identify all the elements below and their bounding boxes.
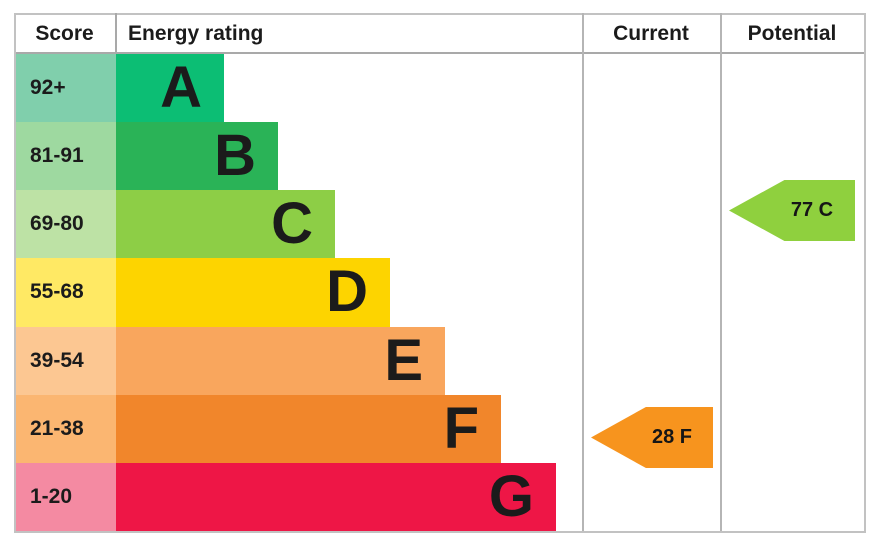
rating-bar: B <box>116 122 278 191</box>
table-bottom-border <box>14 531 866 533</box>
score-cell: 1-20 <box>16 462 116 531</box>
grade-letter: F <box>443 395 479 461</box>
rating-row-g: 1-20 G <box>16 462 864 531</box>
grade-letter: D <box>326 259 368 325</box>
score-cell: 21-38 <box>16 394 116 463</box>
score-cell: 69-80 <box>16 190 116 259</box>
header-score: Score <box>35 22 94 45</box>
score-cell: 39-54 <box>16 326 116 395</box>
current-column-divider <box>582 13 584 531</box>
rating-bar: E <box>116 326 445 395</box>
grade-letter: G <box>488 463 534 529</box>
score-cell: 55-68 <box>16 258 116 327</box>
table-left-border <box>14 13 16 533</box>
rating-bar: F <box>116 394 501 463</box>
rating-bar: C <box>116 190 335 259</box>
rating-row-f: 21-38 F <box>16 394 864 463</box>
potential-arrow-label: 77 C <box>790 199 834 221</box>
grade-letter: C <box>271 191 313 257</box>
header-potential: Potential <box>747 22 837 45</box>
potential-column-divider <box>720 13 722 531</box>
rating-bar: D <box>116 258 390 327</box>
score-column-divider <box>115 13 117 54</box>
table-top-border <box>14 13 866 15</box>
header-bottom-border <box>14 52 866 54</box>
header-energy-rating: Energy rating <box>128 22 264 45</box>
rating-bar: G <box>116 462 556 531</box>
score-cell: 92+ <box>16 54 116 123</box>
rating-rows: 92+ A 81-91 B 69-80 C 55-68 D 39-54 E 21… <box>16 54 864 531</box>
grade-letter: E <box>384 327 423 393</box>
rating-row-c: 69-80 C <box>16 190 864 259</box>
rating-row-e: 39-54 E <box>16 326 864 395</box>
grade-letter: A <box>160 55 202 121</box>
rating-row-b: 81-91 B <box>16 122 864 191</box>
current-arrow-label: 28 F <box>651 426 693 448</box>
rating-row-a: 92+ A <box>16 54 864 123</box>
rating-bar: A <box>116 54 224 123</box>
grade-letter: B <box>214 123 256 189</box>
table-right-border <box>864 13 866 533</box>
score-cell: 81-91 <box>16 122 116 191</box>
header-current: Current <box>613 22 689 45</box>
rating-row-d: 55-68 D <box>16 258 864 327</box>
